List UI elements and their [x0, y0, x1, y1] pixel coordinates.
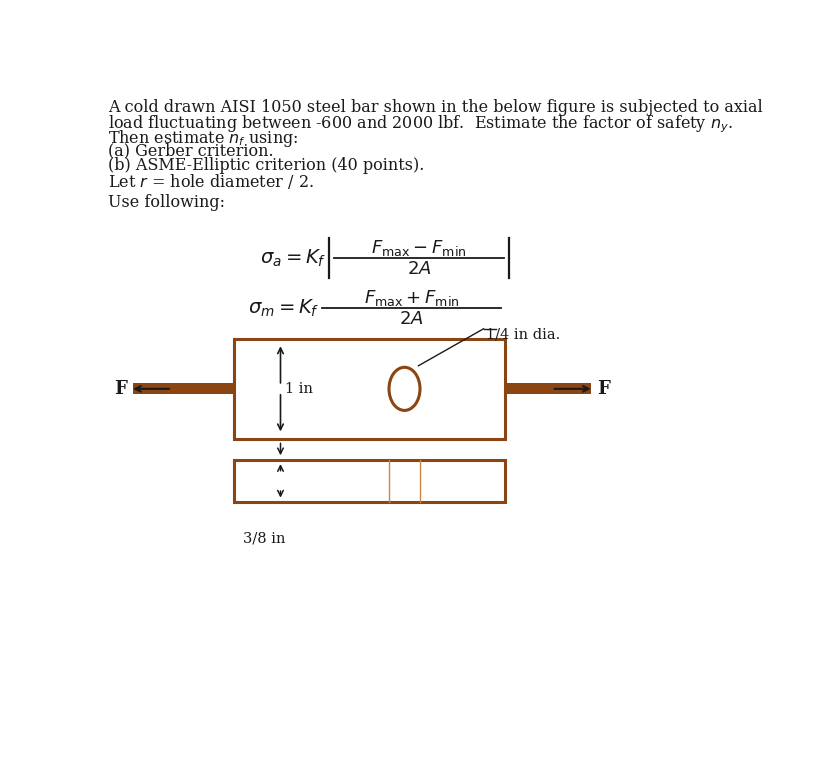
- Text: 1 in: 1 in: [285, 382, 313, 396]
- Text: $F_{\mathrm{max}} + F_{\mathrm{min}}$: $F_{\mathrm{max}} + F_{\mathrm{min}}$: [364, 288, 459, 308]
- Text: (b) ASME-Elliptic criterion (40 points).: (b) ASME-Elliptic criterion (40 points).: [109, 157, 425, 174]
- Text: load fluctuating between -600 and 2000 lbf.  Estimate the factor of safety $n_y$: load fluctuating between -600 and 2000 l…: [109, 113, 734, 135]
- Bar: [133, 383, 234, 394]
- Text: F: F: [596, 380, 609, 398]
- Text: $\sigma_m = K_f$: $\sigma_m = K_f$: [248, 297, 319, 319]
- Ellipse shape: [389, 367, 420, 410]
- Text: Use following:: Use following:: [109, 194, 226, 211]
- Text: Then estimate $n_f$ using:: Then estimate $n_f$ using:: [109, 128, 299, 149]
- Text: F: F: [115, 380, 127, 398]
- Text: A cold drawn AISI 1050 steel bar shown in the below figure is subjected to axial: A cold drawn AISI 1050 steel bar shown i…: [109, 99, 763, 116]
- Text: 3/8 in: 3/8 in: [243, 531, 285, 545]
- Text: $2A$: $2A$: [399, 310, 424, 328]
- Text: Let $r$ = hole diameter / 2.: Let $r$ = hole diameter / 2.: [109, 172, 314, 191]
- Text: 1/4 in dia.: 1/4 in dia.: [486, 328, 560, 342]
- Text: $2A$: $2A$: [407, 259, 431, 278]
- Bar: [506, 383, 591, 394]
- Text: $\sigma_a = K_f$: $\sigma_a = K_f$: [260, 247, 327, 269]
- Text: (a) Gerber criterion.: (a) Gerber criterion.: [109, 142, 274, 159]
- Bar: [234, 460, 506, 502]
- Bar: [234, 339, 506, 439]
- Text: $F_{\mathrm{max}} - F_{\mathrm{min}}$: $F_{\mathrm{max}} - F_{\mathrm{min}}$: [371, 238, 467, 258]
